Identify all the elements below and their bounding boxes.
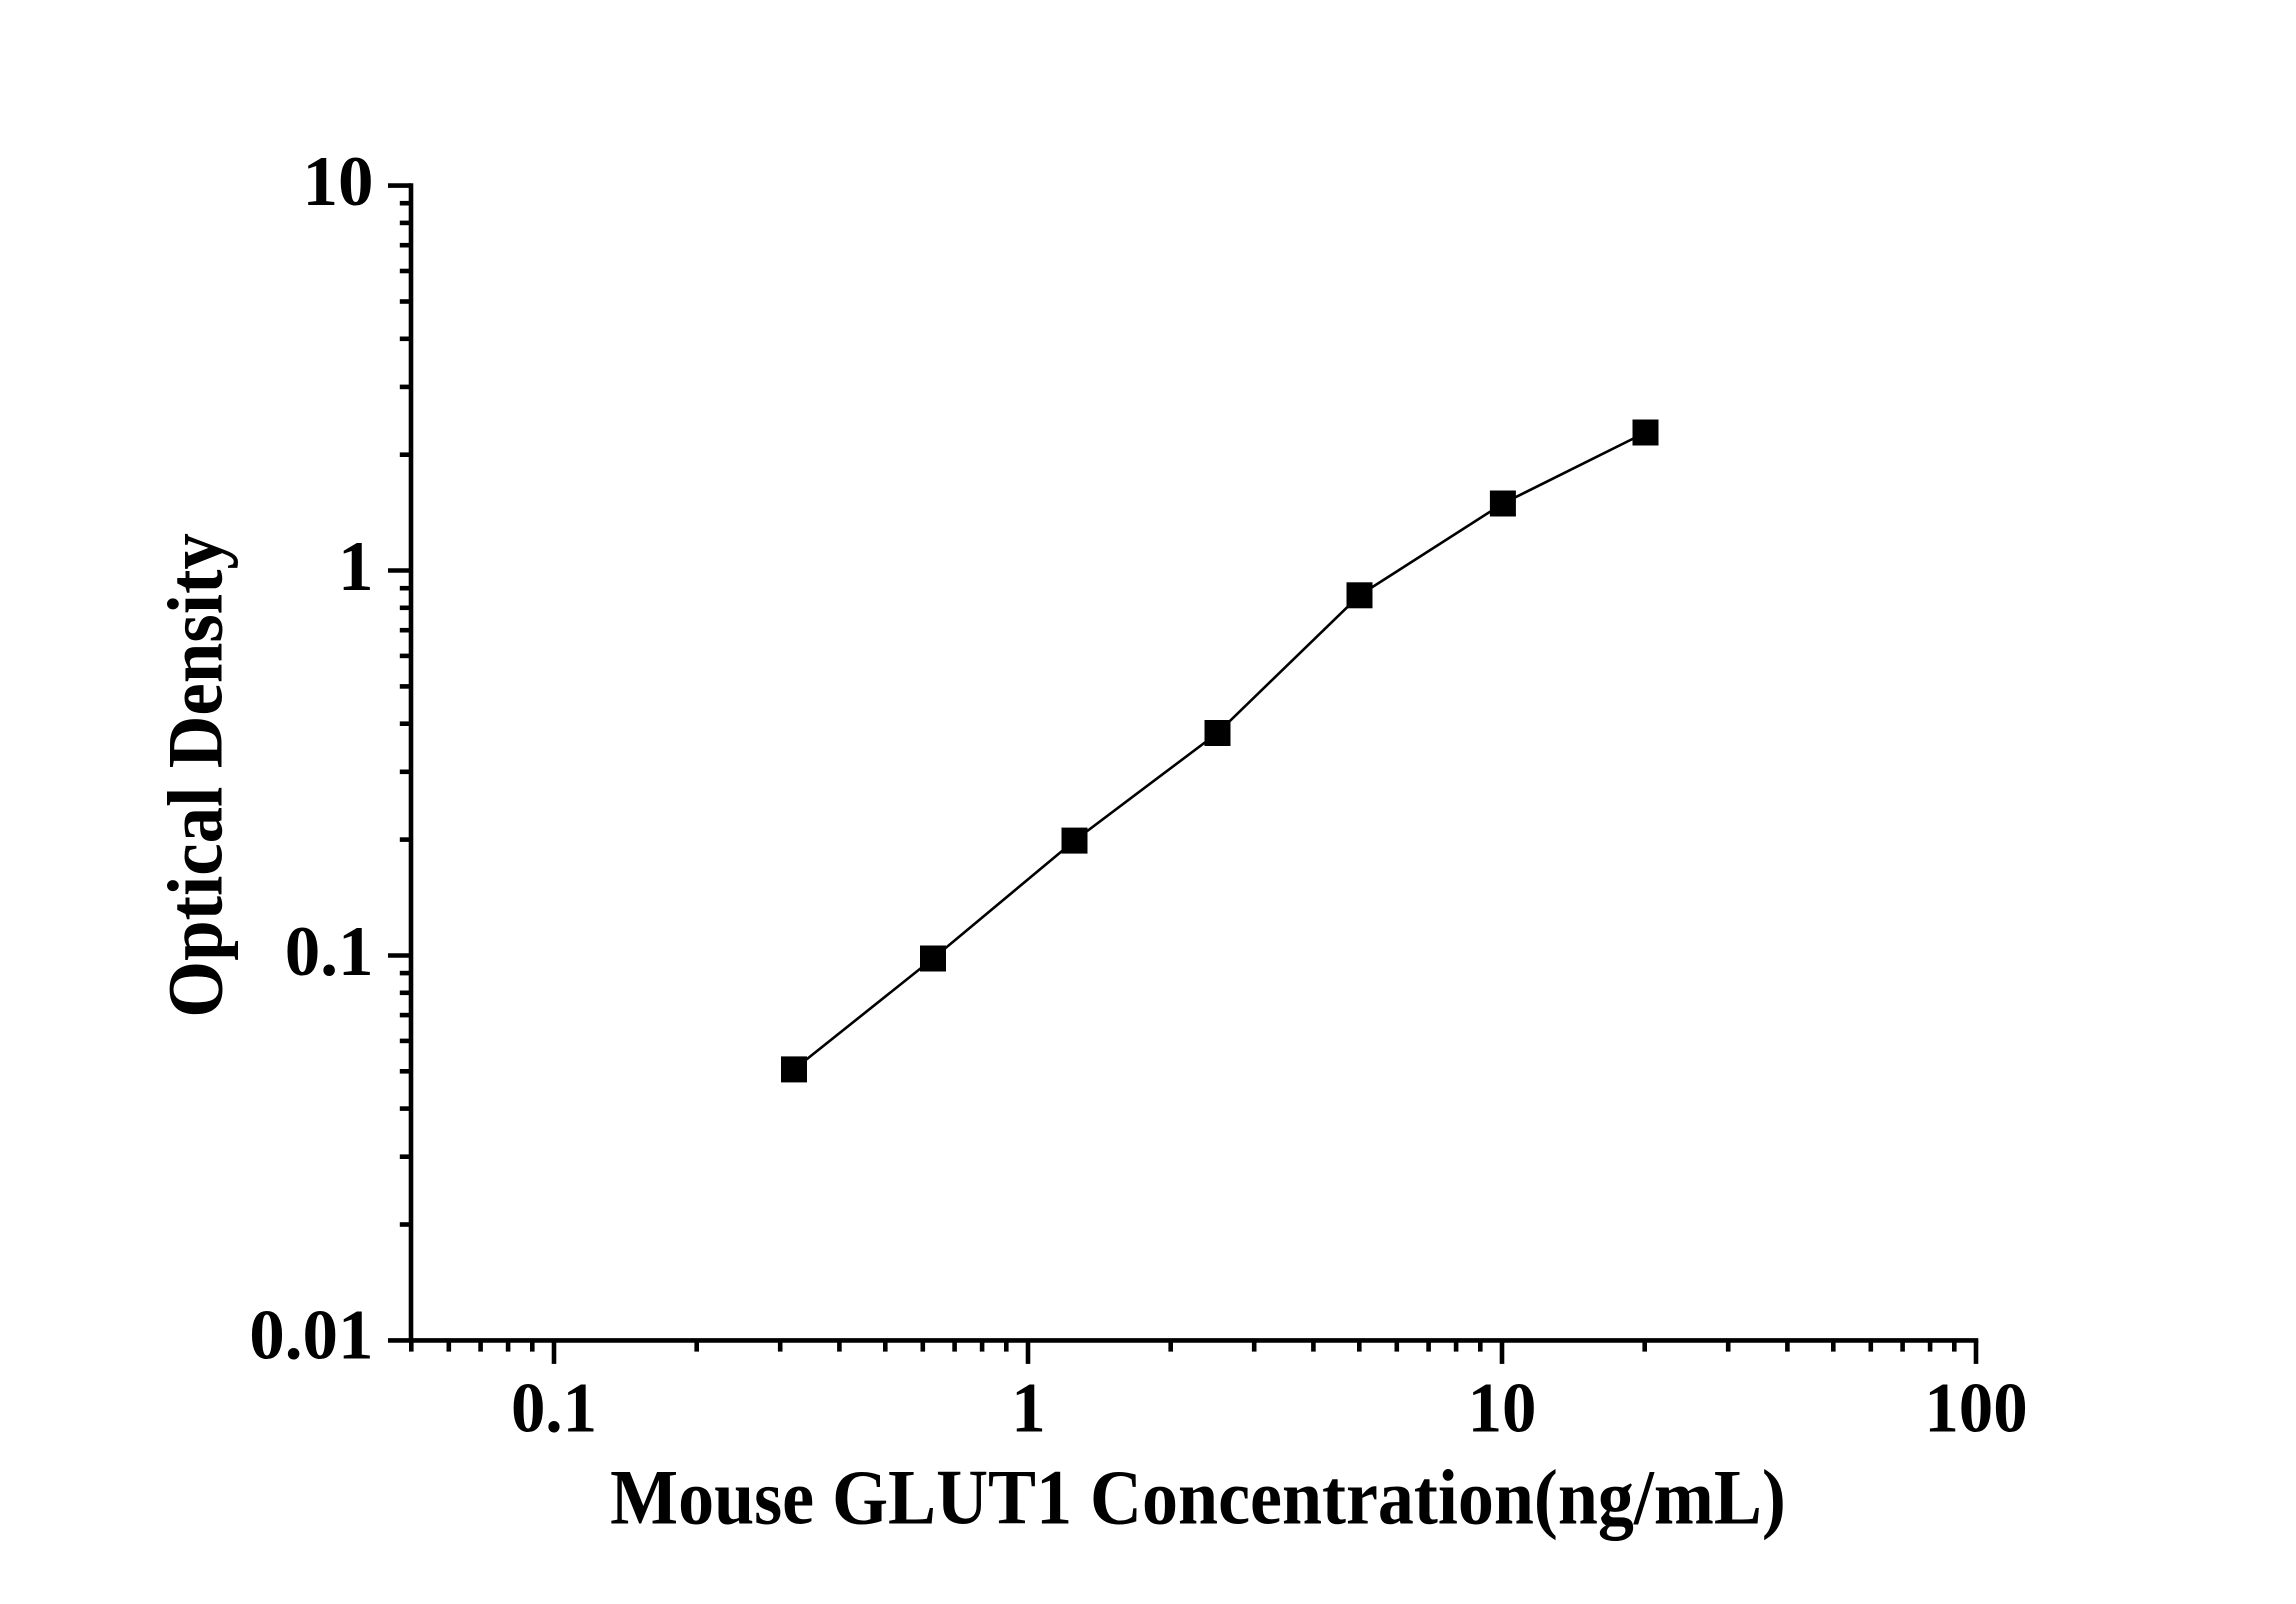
svg-text:0.1: 0.1 xyxy=(511,1370,597,1448)
svg-text:0.1: 0.1 xyxy=(285,913,374,991)
svg-text:10: 10 xyxy=(303,143,374,221)
svg-text:100: 100 xyxy=(1924,1370,2027,1448)
svg-text:1: 1 xyxy=(1011,1370,1045,1448)
svg-text:1: 1 xyxy=(338,528,374,606)
svg-text:10: 10 xyxy=(1468,1370,1537,1448)
svg-text:0.01: 0.01 xyxy=(249,1297,373,1375)
svg-text:Mouse GLUT1 Concentration(ng/m: Mouse GLUT1 Concentration(ng/mL) xyxy=(610,1455,1786,1541)
svg-text:Optical Density: Optical Density xyxy=(153,533,239,1018)
